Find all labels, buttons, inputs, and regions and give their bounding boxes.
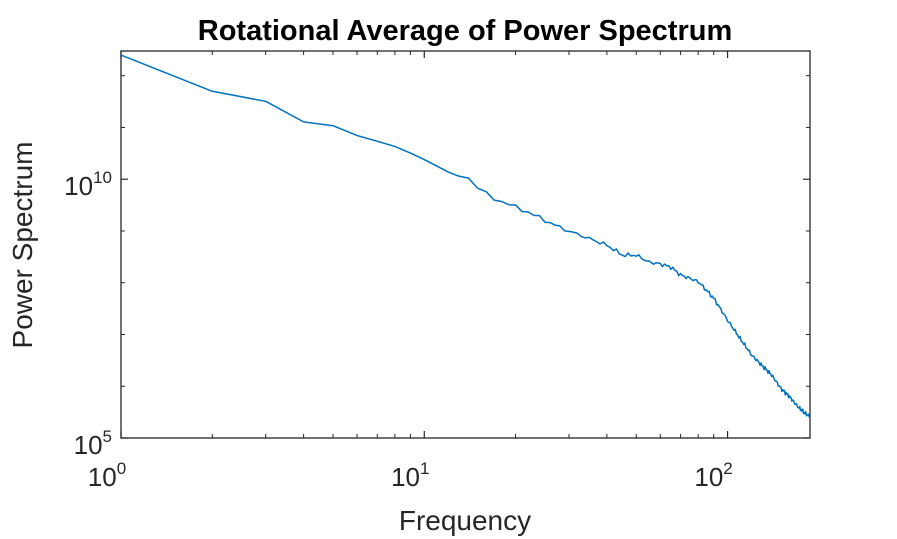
y-tick-label-base: 10 <box>64 171 93 201</box>
y-axis-label: Power Spectrum <box>7 142 38 349</box>
x-tick-label: 102 <box>694 459 732 492</box>
x-tick-label-exponent: 2 <box>723 459 732 478</box>
x-tick-label-exponent: 1 <box>420 459 429 478</box>
x-tick-labels: 100 101 102 <box>88 459 733 492</box>
y-tick-label-exponent: 5 <box>103 427 112 446</box>
plot-area <box>120 50 811 439</box>
y-tick-label-exponent: 10 <box>93 168 112 187</box>
x-tick-label-base: 10 <box>694 462 723 492</box>
y-tick-label-base: 10 <box>74 430 103 460</box>
major-ticks <box>120 51 810 439</box>
x-tick-label-base: 10 <box>88 462 117 492</box>
plot-box <box>120 50 811 439</box>
chart-title: Rotational Average of Power Spectrum <box>198 15 732 47</box>
x-axis-label: Frequency <box>399 505 531 536</box>
x-tick-label-base: 10 <box>391 462 420 492</box>
x-tick-label: 100 <box>88 459 126 492</box>
x-tick-label: 101 <box>391 459 429 492</box>
minor-ticks <box>121 51 810 438</box>
x-tick-label-exponent: 0 <box>117 459 126 478</box>
y-tick-label: 1010 <box>64 168 112 201</box>
series-line-power-spectrum <box>120 54 811 418</box>
y-tick-label: 105 <box>74 427 112 460</box>
